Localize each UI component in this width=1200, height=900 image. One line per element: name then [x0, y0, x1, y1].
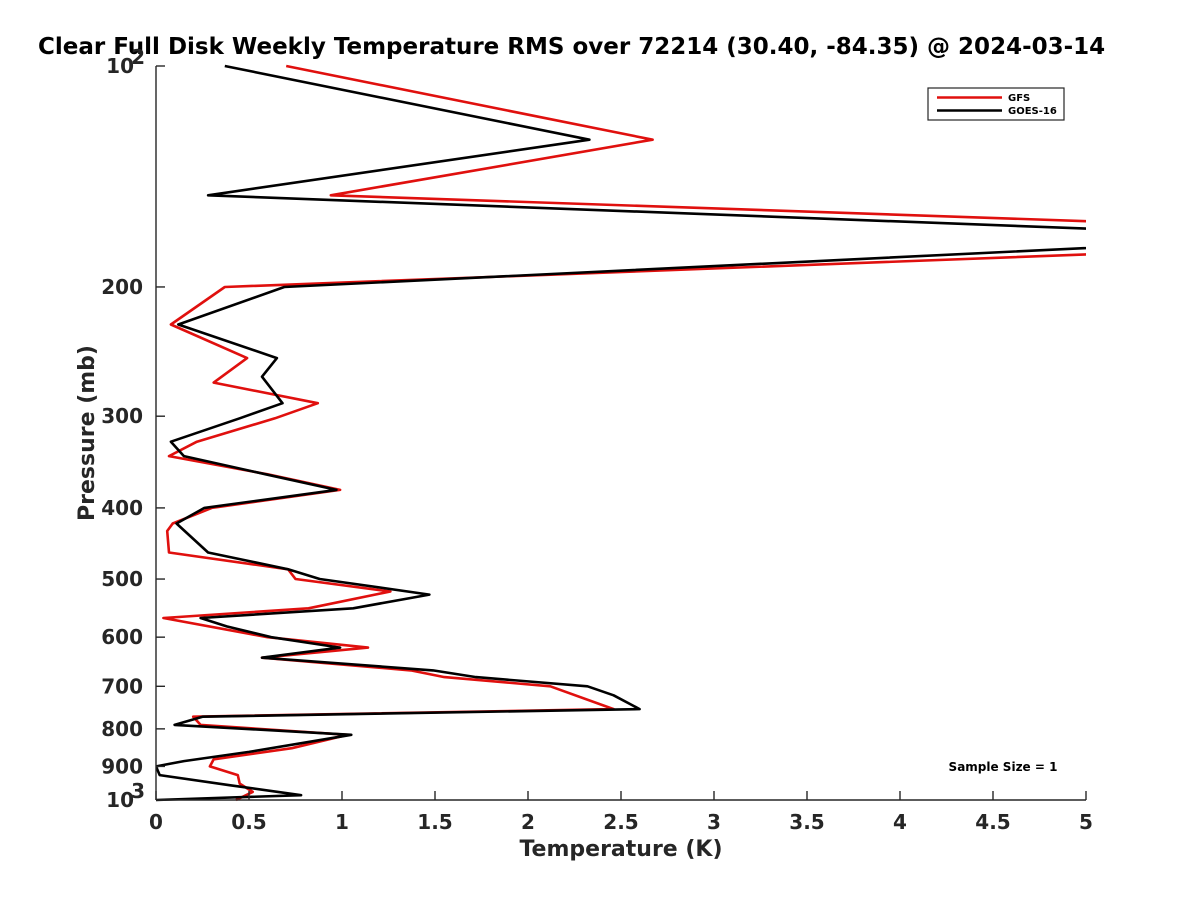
- legend-box: [927, 87, 1065, 121]
- x-tick-label: 1: [335, 810, 349, 834]
- y-tick-label: 10: [106, 788, 134, 812]
- series-layer: [156, 64, 1086, 802]
- x-tick-label: 1.5: [417, 810, 452, 834]
- y-axis-label: Pressure (mb): [75, 345, 100, 521]
- x-axis: 0 0.5 1 1.5 2 2.5 3 3.5 4 4.5 5: [149, 791, 1093, 834]
- y-tick-label: 500: [101, 567, 143, 591]
- series-line-gfs: [162, 64, 1086, 802]
- legend-entry-gfs: GFS: [1008, 93, 1030, 104]
- x-tick-label: 2.5: [603, 810, 638, 834]
- y-tick-label: 600: [101, 625, 143, 649]
- x-tick-label: 3: [707, 810, 721, 834]
- legend-entry-goes-16: GOES-16: [1008, 106, 1057, 117]
- x-tick-label: 3.5: [789, 810, 824, 834]
- y-tick-label: 900: [101, 754, 143, 778]
- x-tick-label: 4.5: [975, 810, 1010, 834]
- y-tick-label: 400: [101, 496, 143, 520]
- series-line-goes-16: [156, 64, 1086, 802]
- chart-title: Clear Full Disk Weekly Temperature RMS o…: [38, 34, 1105, 60]
- y-tick-label: 300: [101, 404, 143, 428]
- y-tick-label: 800: [101, 717, 143, 741]
- x-tick-label: 2: [521, 810, 535, 834]
- x-tick-label: 0: [149, 810, 163, 834]
- y-tick-exponent: 3: [131, 779, 145, 803]
- sample-size-annotation: Sample Size = 1: [949, 760, 1058, 774]
- x-tick-label: 5: [1079, 810, 1093, 834]
- y-tick-label: 200: [101, 275, 143, 299]
- y-tick-exponent: 2: [131, 45, 145, 69]
- x-tick-label: 4: [893, 810, 907, 834]
- y-tick-label: 700: [101, 674, 143, 698]
- x-axis-label: Temperature (K): [519, 837, 722, 862]
- legend: GFS GOES-16: [927, 87, 1065, 121]
- y-tick-label: 10: [106, 54, 134, 78]
- x-tick-label: 0.5: [231, 810, 266, 834]
